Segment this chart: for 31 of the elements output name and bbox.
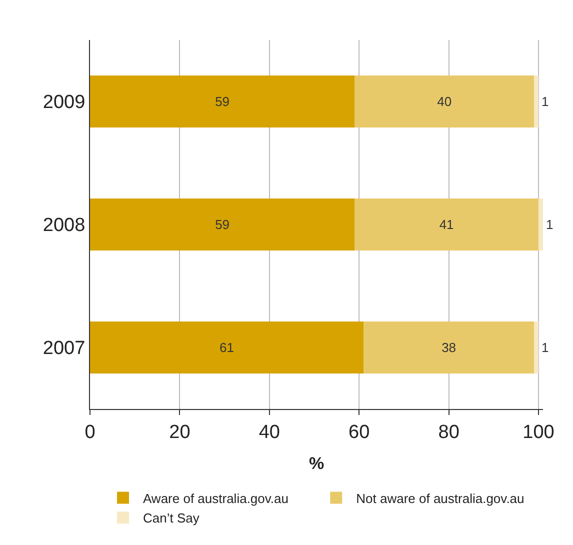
- x-tick-label: 60: [348, 422, 370, 443]
- y-tick-label: 2007: [42, 338, 86, 360]
- bar: [538, 198, 543, 250]
- bar: [90, 198, 355, 250]
- x-axis-title: %: [308, 454, 324, 474]
- bar: [534, 322, 539, 374]
- data-label: 59: [215, 217, 230, 232]
- data-label: 40: [437, 94, 452, 109]
- data-label: 38: [442, 340, 456, 355]
- bar: [354, 198, 539, 250]
- y-tick-label: 2008: [42, 215, 86, 236]
- bar: [90, 322, 364, 374]
- legend-label: Not aware of australia.gov.au: [356, 490, 524, 506]
- bar: [534, 76, 539, 128]
- x-tick-label: 0: [84, 422, 96, 443]
- x-tick-label: 40: [258, 422, 280, 443]
- data-label: 1: [542, 340, 549, 355]
- data-label: 1: [546, 217, 554, 232]
- data-label: 1: [542, 94, 549, 109]
- data-label: 61: [220, 340, 234, 355]
- data-label: 59: [215, 94, 230, 109]
- x-tick-label: 80: [438, 422, 460, 443]
- y-tick-label: 2009: [42, 92, 86, 114]
- data-label: 41: [439, 217, 454, 232]
- bar: [364, 322, 534, 374]
- x-tick-label: 20: [169, 422, 190, 443]
- legend-label: Can’t Say: [143, 510, 200, 526]
- bar: [354, 76, 534, 128]
- legend-label: Aware of australia.gov.au: [143, 490, 288, 506]
- x-tick-label: 100: [522, 422, 554, 443]
- bar: [90, 76, 355, 128]
